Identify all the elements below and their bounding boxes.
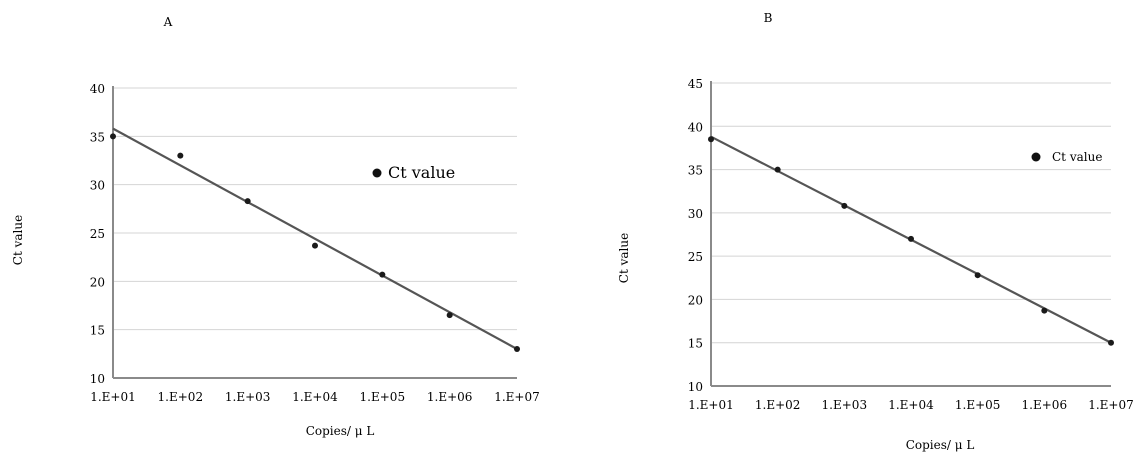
y-tick-label: 20: [90, 275, 105, 289]
x-tick-label: 1.E+04: [888, 398, 934, 412]
y-tick-label: 30: [90, 179, 105, 193]
x-tick-label: 1.E+02: [755, 398, 801, 412]
y-tick-label: 10: [90, 372, 105, 386]
data-point: [514, 346, 520, 352]
legend-label: Ct value: [1052, 150, 1102, 164]
x-tick-label: 1.E+06: [427, 390, 473, 404]
x-tick-label: 1.E+05: [955, 398, 1001, 412]
data-point: [1041, 307, 1048, 314]
x-tick-label: 1.E+03: [822, 398, 868, 412]
data-point: [177, 152, 184, 159]
x-tick-label: 1.E+07: [494, 390, 540, 404]
x-tick-label: 1.E+04: [292, 390, 338, 404]
y-tick-label: 30: [688, 207, 703, 221]
panel-label-b: B: [764, 11, 773, 25]
legend-label: Ct value: [388, 163, 455, 182]
x-tick-label: 1.E+01: [688, 398, 734, 412]
data-point: [1108, 339, 1114, 346]
x-axis-title: Copies/ μ L: [306, 424, 375, 438]
y-tick-label: 35: [688, 164, 703, 178]
y-tick-label: 35: [90, 130, 105, 144]
x-tick-label: 1.E+07: [1088, 398, 1134, 412]
y-tick-label: 25: [688, 250, 703, 264]
x-tick-label: 1.E+02: [158, 390, 204, 404]
x-tick-label: 1.E+06: [1022, 398, 1068, 412]
data-point: [908, 235, 914, 242]
data-point: [841, 202, 848, 209]
y-tick-label: 40: [688, 120, 703, 134]
x-tick-label: 1.E+05: [360, 390, 406, 404]
data-point: [312, 242, 318, 249]
y-tick-label: 20: [688, 293, 703, 307]
y-tick-label: 40: [90, 82, 105, 96]
x-tick-label: 1.E+03: [225, 390, 271, 404]
panel-label-a: A: [163, 15, 173, 29]
x-axis-title: Copies/ μ L: [906, 438, 975, 452]
legend-marker: [1031, 152, 1041, 162]
y-tick-label: 45: [688, 77, 703, 91]
y-axis-title: Ct value: [11, 215, 25, 265]
data-point: [244, 198, 251, 205]
y-axis-title: Ct value: [617, 233, 631, 283]
data-point: [110, 133, 116, 140]
data-point: [379, 271, 386, 278]
y-tick-label: 10: [688, 380, 703, 394]
y-tick-label: 25: [90, 227, 105, 241]
y-tick-label: 15: [90, 324, 105, 338]
data-point: [774, 166, 781, 173]
x-tick-label: 1.E+01: [90, 390, 136, 404]
data-point: [446, 312, 453, 319]
legend-marker: [372, 168, 382, 178]
data-point: [708, 136, 714, 143]
data-point: [974, 272, 981, 279]
y-tick-label: 15: [688, 337, 703, 351]
trendline: [112, 127, 518, 350]
